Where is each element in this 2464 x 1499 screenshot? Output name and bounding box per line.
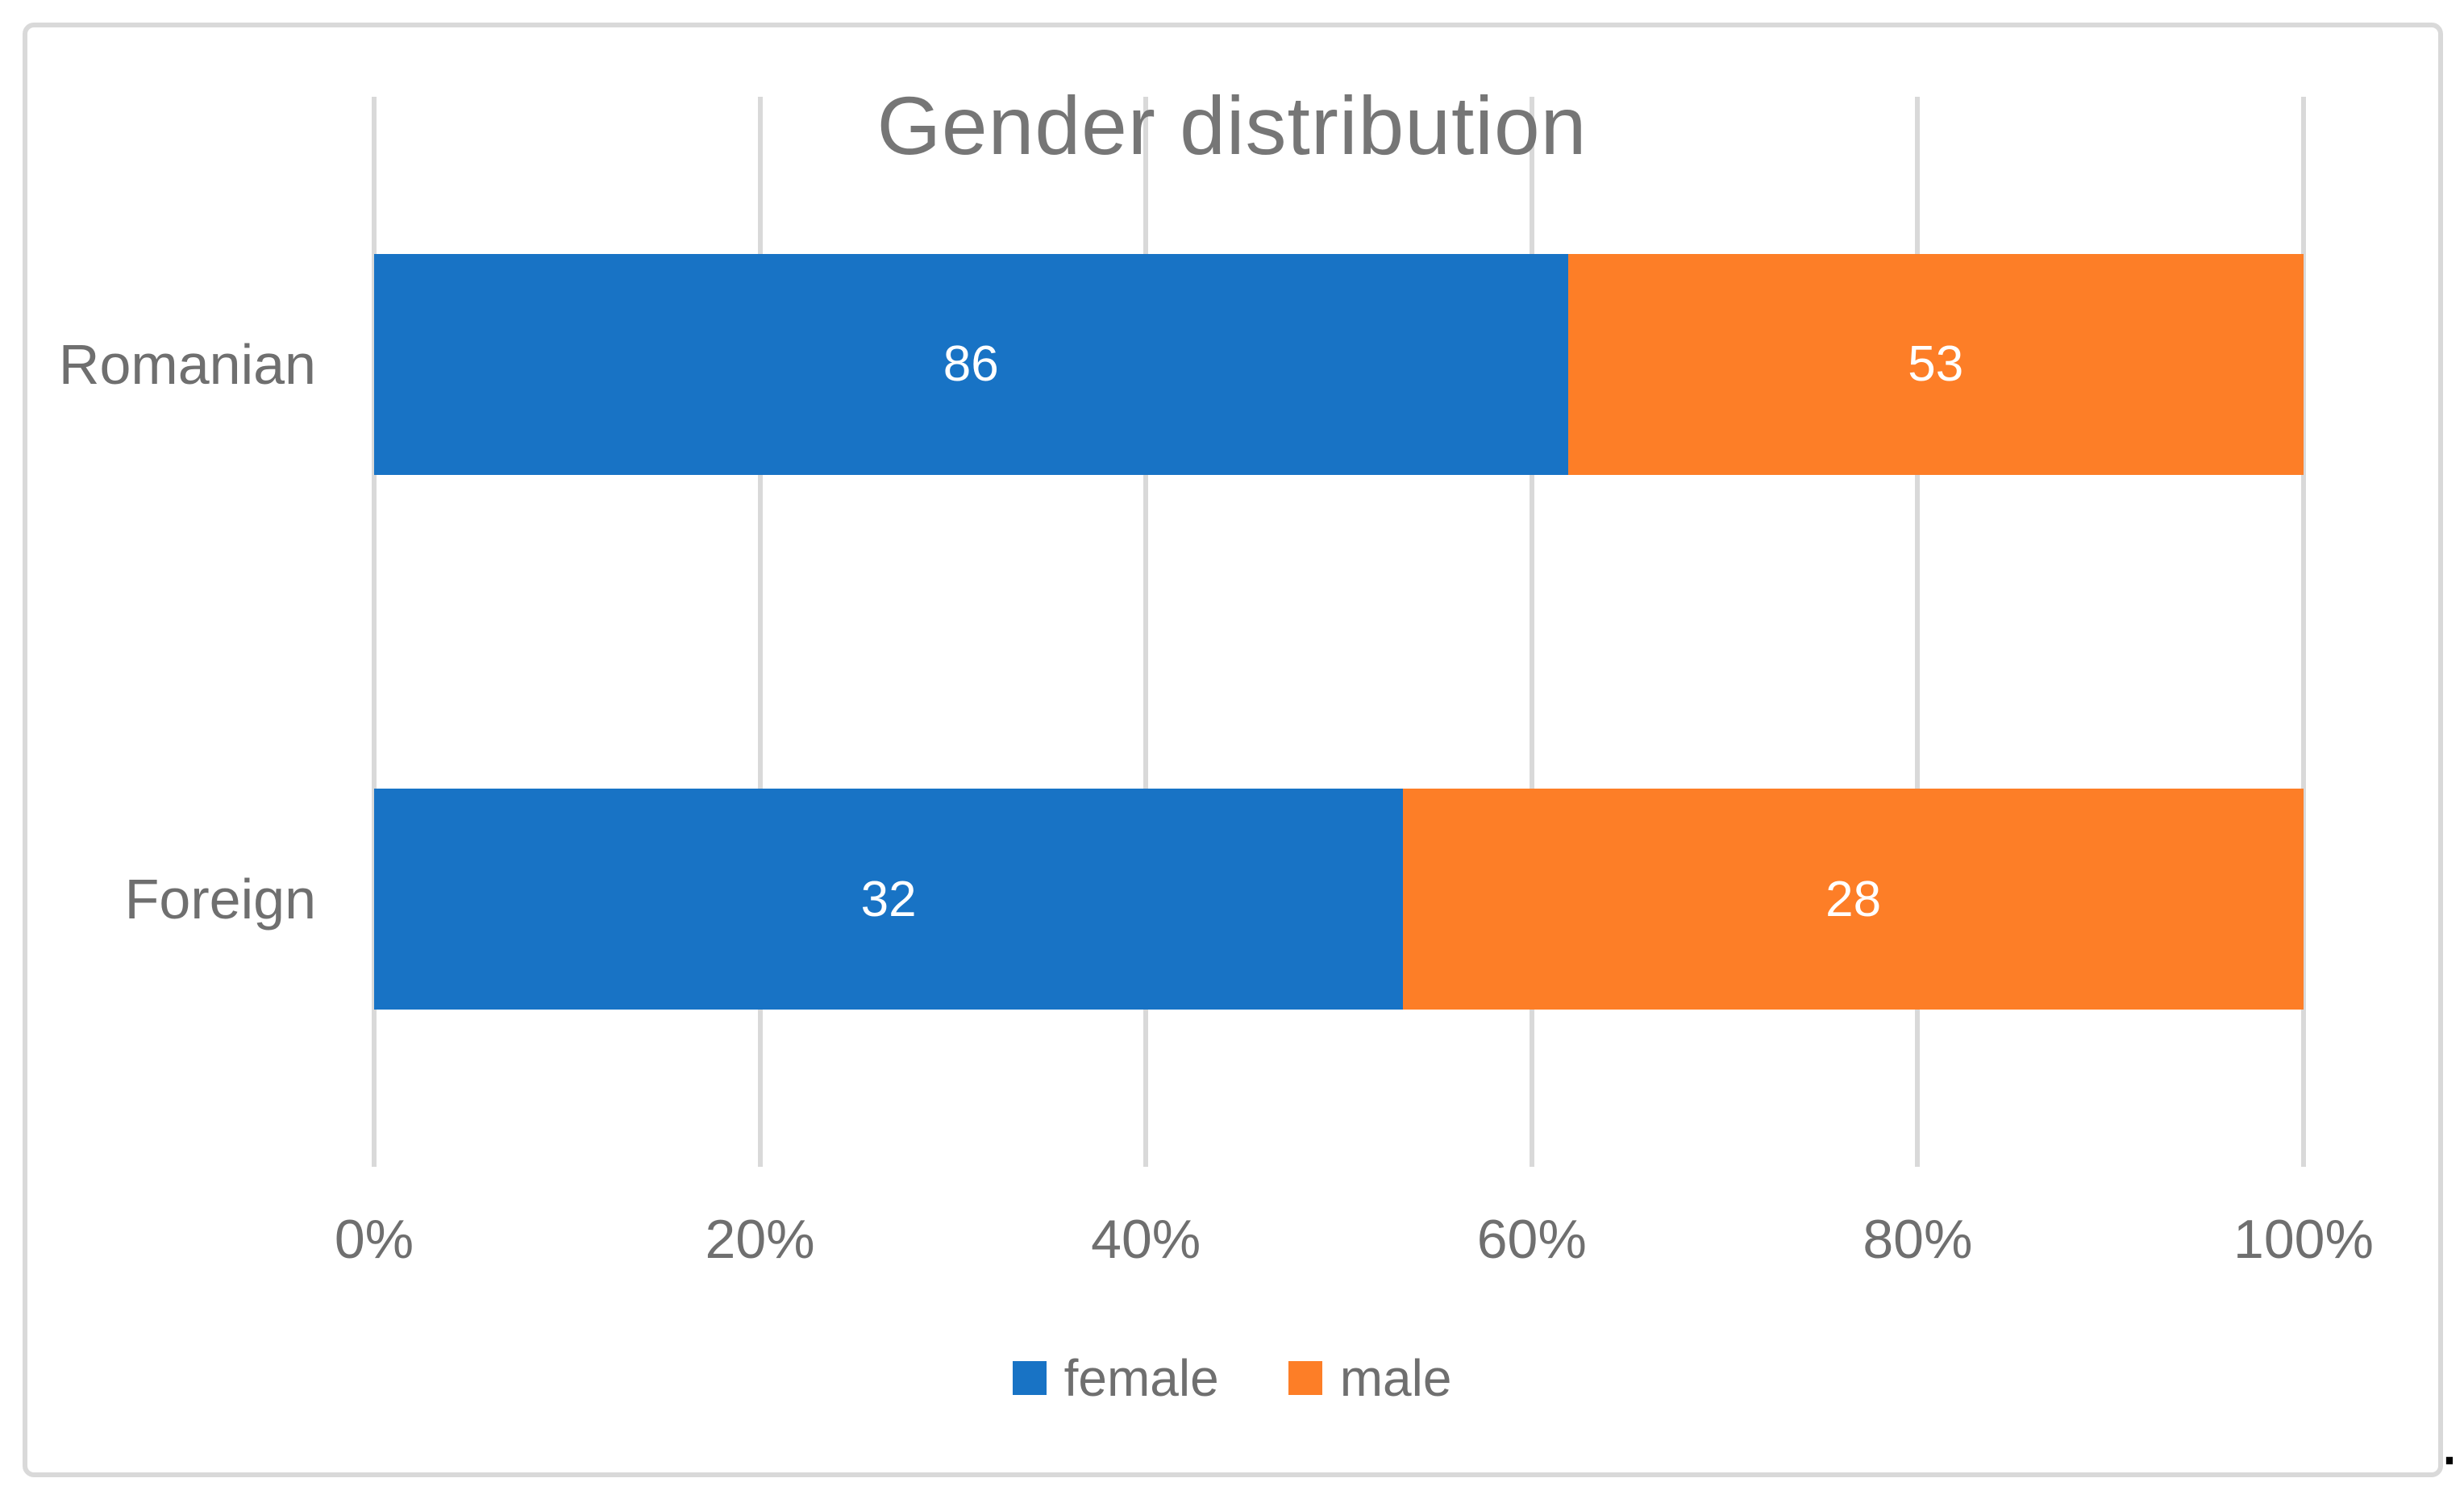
segment-foreign-female: 32 (374, 789, 1404, 1010)
bar-row-romanian: 86 53 (374, 97, 2304, 632)
category-label-romanian: Romanian (58, 332, 316, 396)
chart-title: Gender distribution (876, 80, 1588, 172)
gridline-100% (2301, 97, 2306, 1167)
segment-foreign-male: 28 (1403, 789, 2304, 1010)
stray-period-text: . (2440, 1402, 2459, 1480)
legend-swatch-male (1288, 1361, 1322, 1395)
legend-item-female: female (1012, 1348, 1219, 1408)
legend-swatch-female (1012, 1361, 1047, 1395)
segment-romanian-female: 86 (374, 253, 1568, 475)
gridline-0% (372, 97, 377, 1167)
legend-item-male: male (1288, 1348, 1452, 1408)
x-tick-label-0%: 0% (334, 1209, 414, 1270)
stacked-bar-romanian: 86 53 (374, 253, 2304, 475)
gridline-40% (1143, 97, 1149, 1167)
data-label-romanian-female: 86 (943, 336, 999, 393)
gridline-60% (1529, 97, 1534, 1167)
legend-label-male: male (1339, 1349, 1452, 1407)
segment-romanian-male: 53 (1567, 253, 2304, 475)
x-tick-label-60%: 60% (1476, 1209, 1587, 1270)
x-tick-label-80%: 80% (1863, 1209, 1973, 1270)
plot-area: 86 53 32 28 (372, 97, 2306, 1168)
x-tick-label-100%: 100% (2233, 1209, 2374, 1270)
stacked-bar-foreign: 32 28 (374, 789, 2304, 1010)
data-label-romanian-male: 53 (1908, 336, 1964, 393)
x-tick-label-20%: 20% (705, 1209, 815, 1270)
category-label-foreign: Foreign (124, 868, 316, 931)
data-label-foreign-male: 28 (1825, 871, 1882, 927)
x-tick-label-40%: 40% (1091, 1209, 1201, 1270)
gridline-20% (757, 97, 763, 1167)
gridline-80% (1915, 97, 1921, 1167)
bar-row-foreign: 32 28 (374, 632, 2304, 1168)
legend: female male (0, 1348, 2464, 1408)
data-label-foreign-female: 32 (860, 871, 917, 927)
legend-label-female: female (1063, 1349, 1219, 1407)
